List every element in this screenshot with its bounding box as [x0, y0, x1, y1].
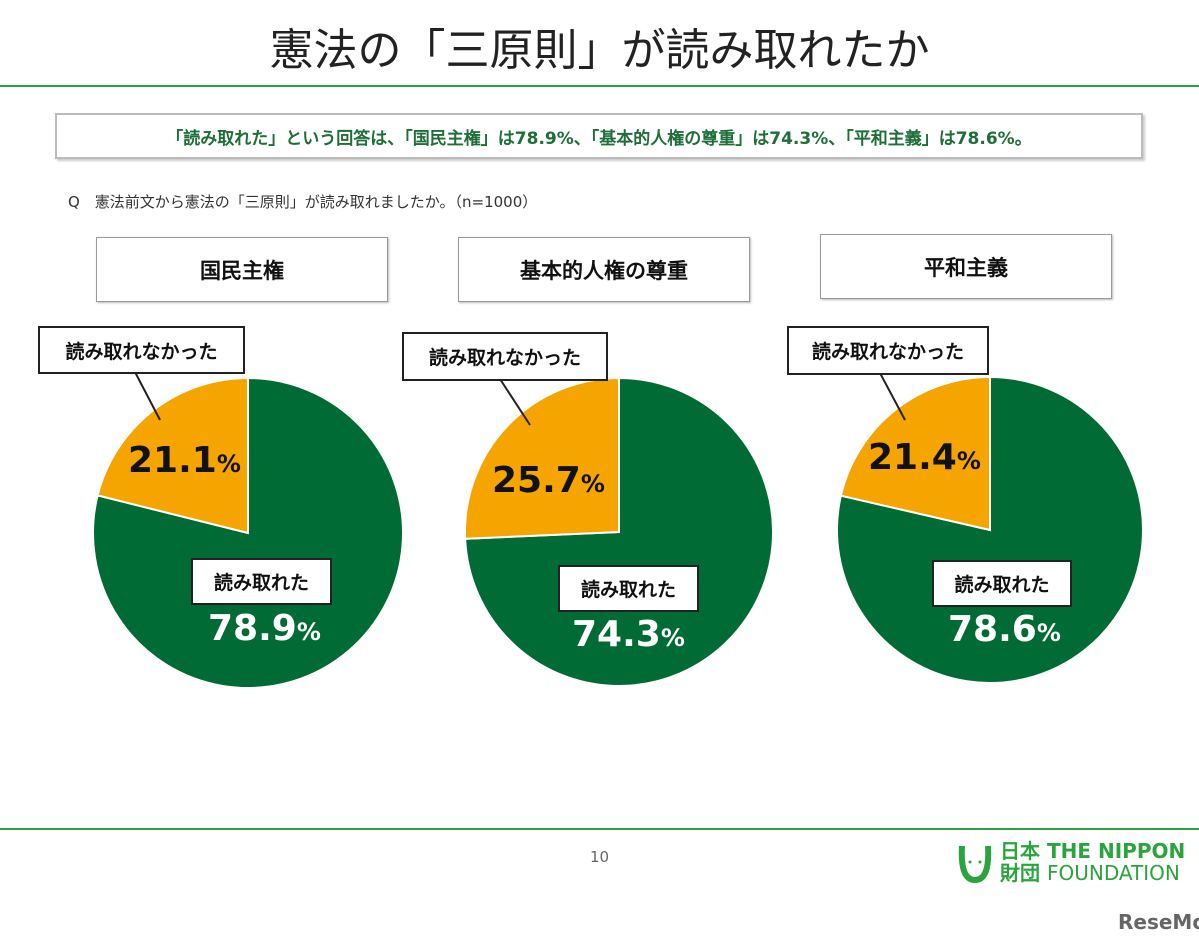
label-no: 読み取れなかった	[38, 326, 245, 374]
unit: %	[956, 447, 981, 475]
pie-slice-no	[464, 376, 620, 540]
value-no-number: 21.4	[868, 437, 957, 478]
label-yes: 読み取れた	[932, 560, 1072, 607]
leader-line	[134, 371, 161, 421]
value-yes: 74.3%	[572, 614, 685, 655]
pie-slice-no	[96, 376, 249, 535]
unit: %	[296, 618, 321, 646]
summary-box: 「読み取れた」という回答は、「国民主権」は78.9%、「基本的人権の尊重」は74…	[55, 113, 1143, 159]
bottom-divider	[0, 828, 1199, 830]
label-yes: 読み取れた	[191, 558, 332, 605]
category-title: 基本的人権の尊重	[458, 237, 750, 302]
unit: %	[1036, 619, 1061, 647]
value-yes-number: 78.6	[948, 609, 1037, 650]
value-no: 21.4%	[868, 437, 981, 478]
value-yes-number: 78.9	[208, 608, 297, 649]
value-no: 25.7%	[492, 460, 605, 501]
value-no: 21.1%	[128, 440, 241, 481]
leader-line	[879, 372, 906, 421]
value-no-number: 21.1	[128, 440, 217, 481]
value-no-number: 25.7	[492, 460, 581, 501]
label-no: 読み取れなかった	[787, 326, 989, 375]
logo-face-icon	[958, 845, 992, 884]
category-title: 国民主権	[96, 237, 388, 302]
leader-line	[499, 378, 531, 426]
nippon-foundation-logo: 日本 THE NIPPON 財団 FOUNDATION	[958, 840, 1185, 884]
pie-slice-no	[839, 375, 991, 532]
value-yes: 78.6%	[948, 609, 1061, 650]
page-number: 10	[590, 848, 610, 866]
resemom-watermark: ReseMom	[1118, 910, 1199, 934]
category-title: 平和主義	[820, 234, 1112, 299]
label-yes: 読み取れた	[558, 565, 699, 612]
label-no: 読み取れなかった	[402, 332, 608, 381]
top-divider	[0, 85, 1199, 87]
page-title: 憲法の「三原則」が読み取れたか	[269, 25, 930, 76]
value-yes-number: 74.3	[572, 614, 661, 655]
question-text: Q 憲法前文から憲法の「三原則」が読み取れましたか。（n=1000）	[68, 193, 538, 211]
unit: %	[660, 624, 685, 652]
value-yes: 78.9%	[208, 608, 321, 649]
unit: %	[580, 470, 605, 498]
unit: %	[216, 450, 241, 478]
